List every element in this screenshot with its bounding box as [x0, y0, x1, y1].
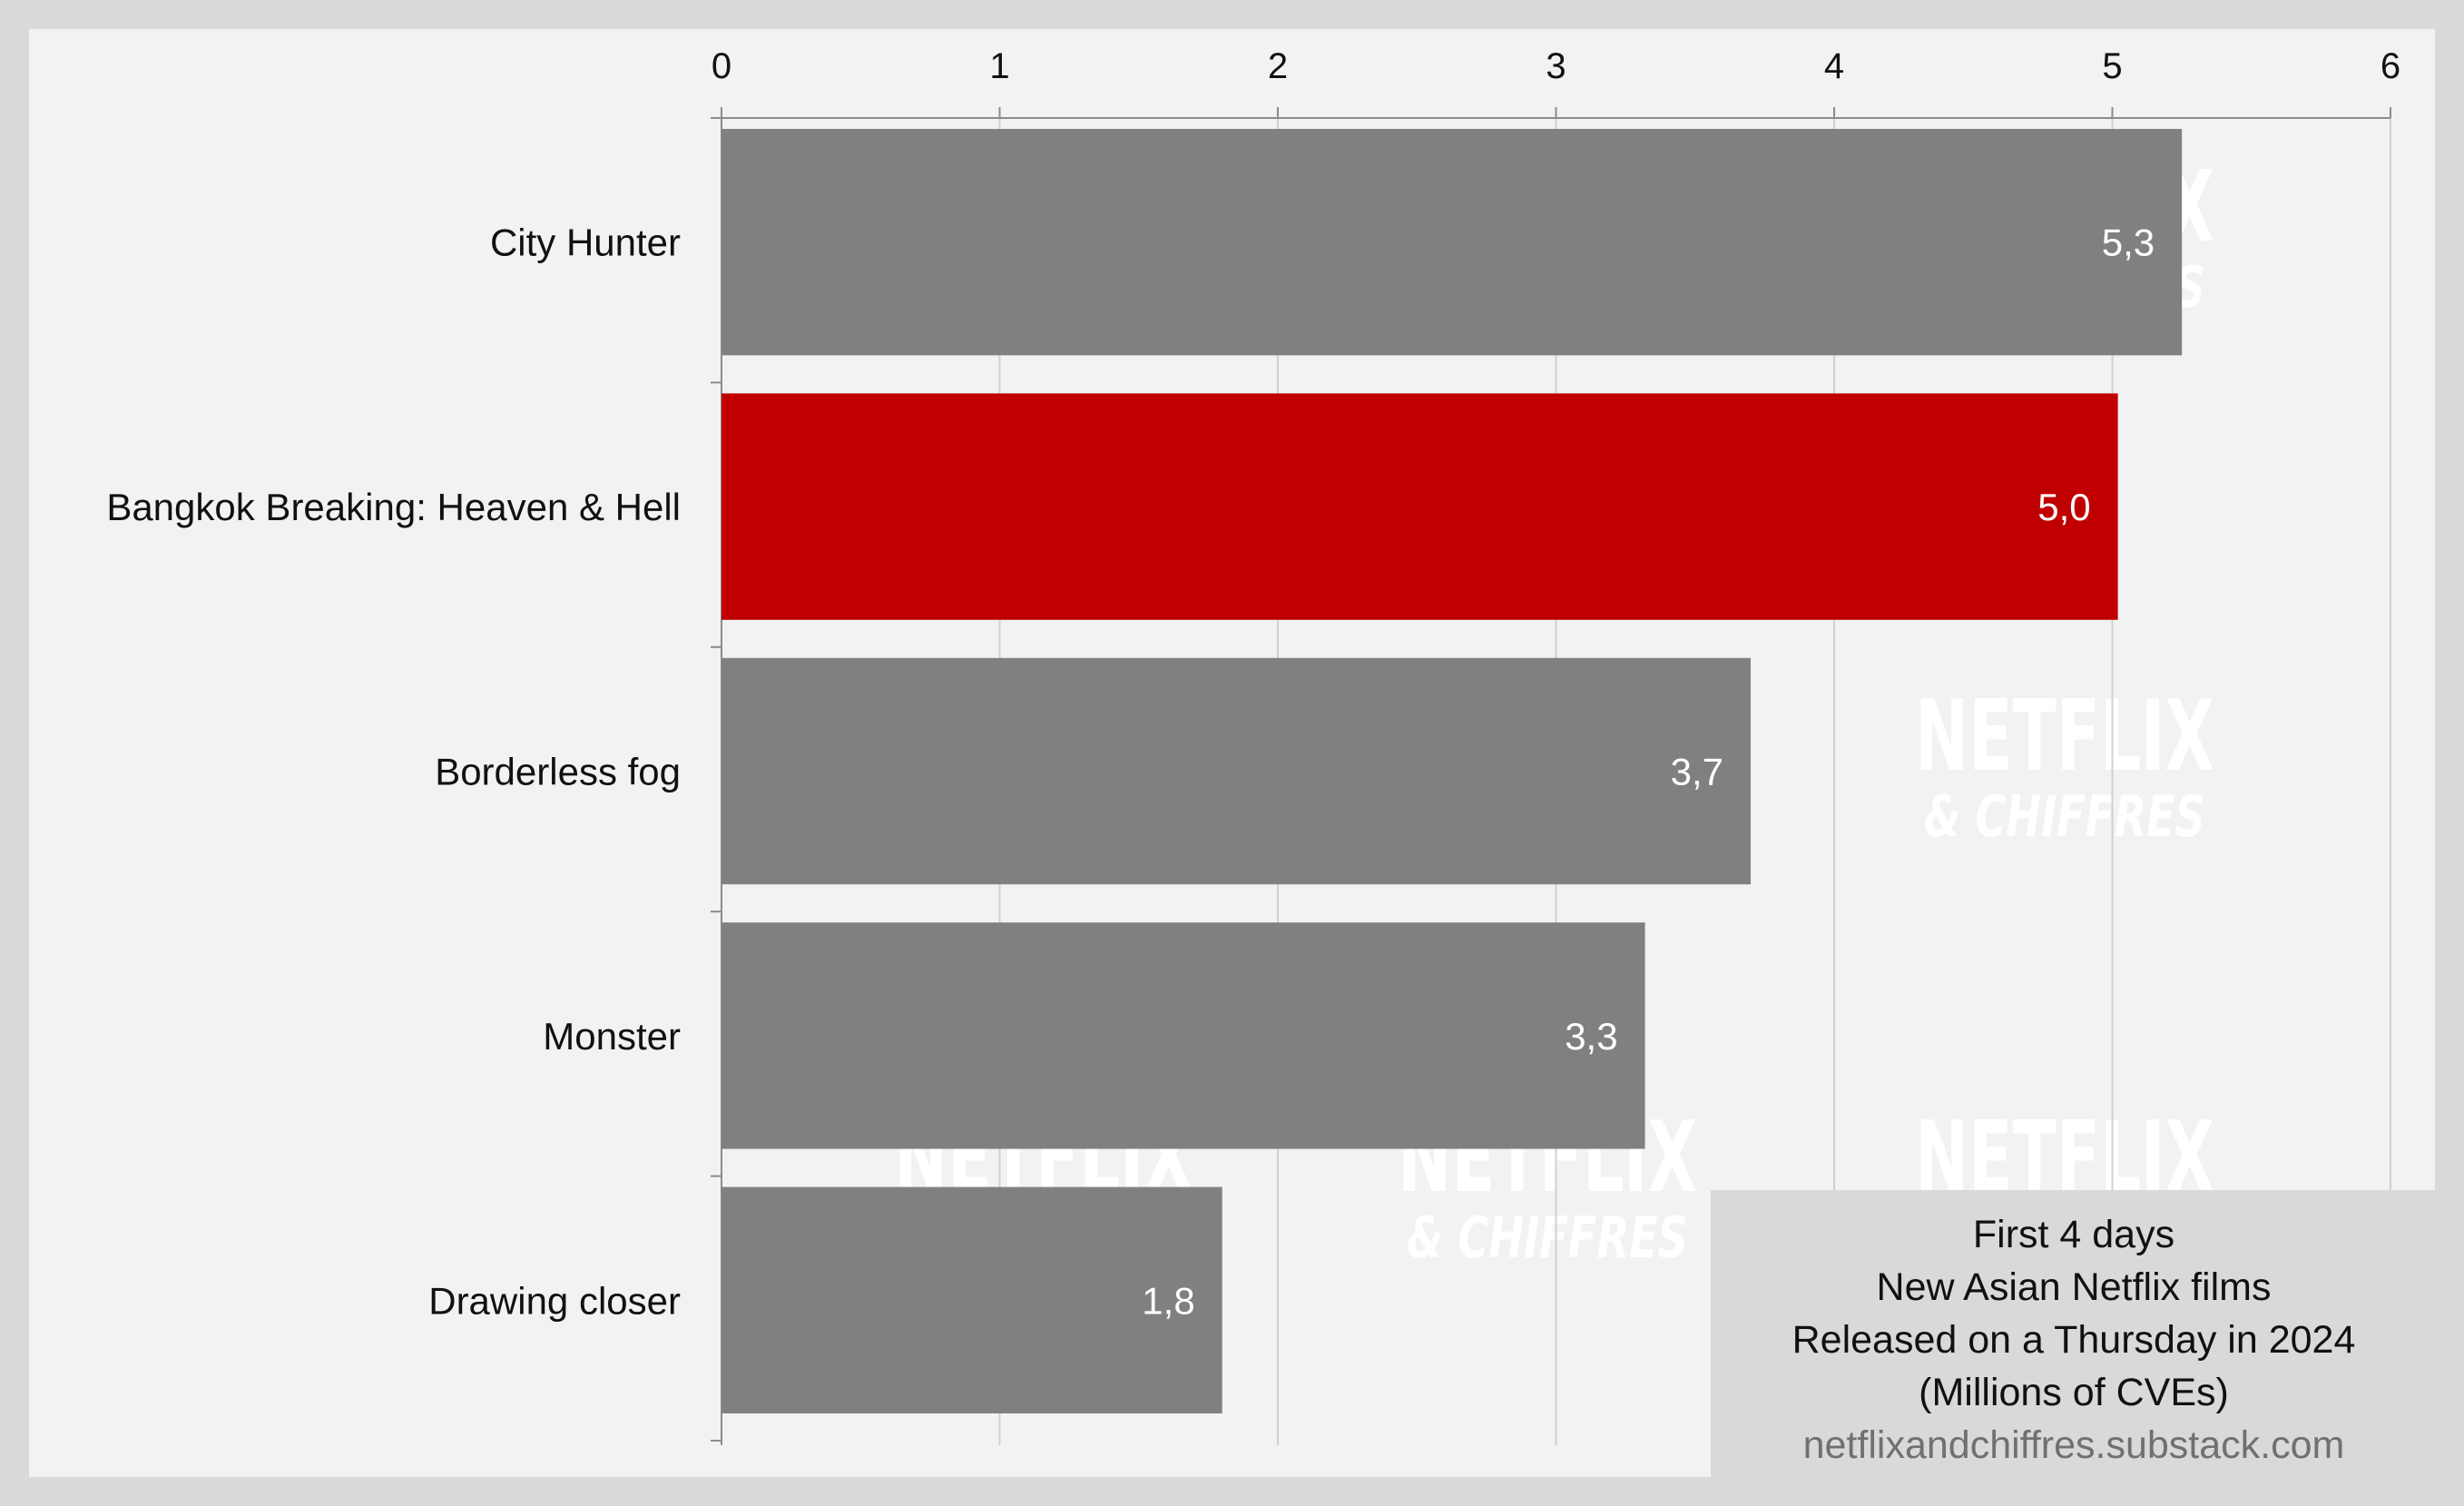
x-tick-label: 3	[1546, 46, 1566, 86]
category-labels: City Hunter Bangkok Breaking: Heaven & He…	[106, 221, 681, 1323]
watermark-netflix: NETFLIX	[1915, 680, 2214, 793]
x-tick-label: 4	[1824, 46, 1844, 86]
watermark-chiffres: & CHIFFRES	[1924, 783, 2205, 850]
caption-line-3: Released on a Thursday in 2024	[1792, 1318, 2356, 1362]
category-label: Monster	[543, 1015, 681, 1058]
bar	[722, 129, 2183, 356]
value-label: 5,0	[2037, 486, 2090, 528]
category-label: Drawing closer	[428, 1279, 681, 1322]
source-link[interactable]: netflixandchiffres.substack.com	[1802, 1423, 2345, 1467]
caption-box: First 4 days New Asian Netflix films Rel…	[1711, 1190, 2437, 1477]
value-label: 3,3	[1565, 1015, 1617, 1058]
value-label: 5,3	[2102, 221, 2155, 264]
value-label: 3,7	[1671, 751, 1723, 793]
x-tick-label: 1	[989, 46, 1009, 86]
bar	[722, 393, 2118, 620]
caption-line-1: First 4 days	[1972, 1213, 2175, 1256]
bar	[722, 657, 1752, 885]
caption-line-4: (Millions of CVEs)	[1919, 1371, 2229, 1414]
category-label: City Hunter	[490, 221, 681, 264]
x-tick-label: 2	[1268, 46, 1288, 86]
caption-line-2: New Asian Netflix films	[1876, 1265, 2272, 1309]
value-label: 1,8	[1142, 1279, 1194, 1322]
category-label: Bangkok Breaking: Heaven & Hell	[106, 486, 681, 528]
bar	[722, 1186, 1222, 1413]
bar	[722, 922, 1645, 1149]
x-tick-label: 5	[2102, 46, 2122, 86]
category-label: Borderless fog	[435, 751, 681, 793]
bars: 5,3 5,0 3,7 3,3 1,8	[722, 129, 2183, 1413]
x-tick-label: 0	[712, 46, 731, 86]
watermark-chiffres: & CHIFFRES	[1407, 1205, 1688, 1271]
x-tick-label: 6	[2381, 46, 2400, 86]
